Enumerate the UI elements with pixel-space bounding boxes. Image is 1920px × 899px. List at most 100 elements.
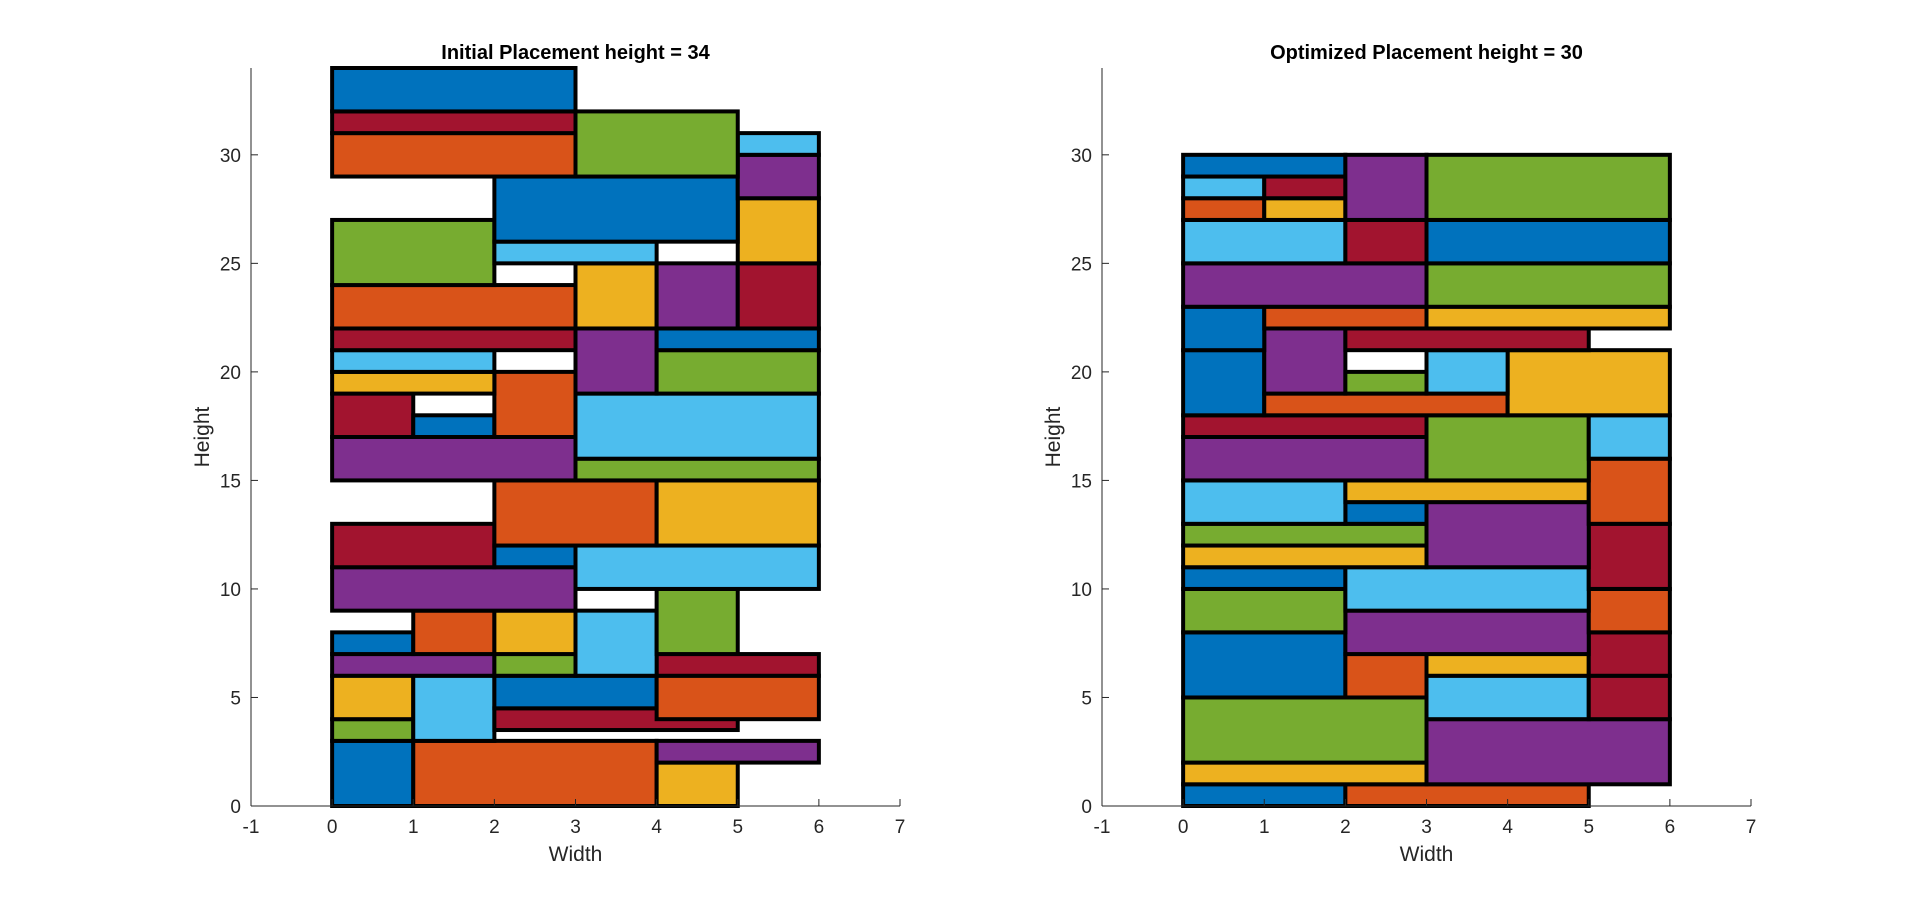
x-tick-label: 7 xyxy=(895,817,906,838)
x-axis-title: Width xyxy=(1400,843,1454,866)
placement-block xyxy=(330,66,578,114)
placement-block xyxy=(654,586,740,657)
y-tick-label: 5 xyxy=(1081,688,1092,709)
x-tick-label: 4 xyxy=(1502,817,1513,838)
placement-block xyxy=(1262,174,1348,201)
placement-block xyxy=(573,456,821,483)
placement-block xyxy=(1181,521,1429,548)
placement-block xyxy=(330,109,578,136)
placement-block xyxy=(654,261,740,331)
placement-block xyxy=(1343,565,1591,613)
placement-block xyxy=(1424,413,1591,483)
y-tick-label: 5 xyxy=(230,688,241,709)
x-tick-label: 4 xyxy=(651,817,662,838)
y-tick-label: 25 xyxy=(1071,254,1092,275)
x-axis-title: Width xyxy=(549,843,603,866)
placement-block xyxy=(735,152,821,201)
placement-block xyxy=(573,109,740,179)
placement-block xyxy=(330,435,578,483)
placement-block xyxy=(654,326,821,353)
y-axis-title: Height xyxy=(191,406,214,467)
placement-block xyxy=(1343,652,1429,700)
placement-block xyxy=(492,673,659,711)
y-tick-label: 0 xyxy=(230,797,241,818)
placement-block xyxy=(654,478,821,548)
placement-block xyxy=(573,326,659,396)
placement-block xyxy=(1181,348,1267,418)
placement-block xyxy=(654,760,740,809)
placement-block xyxy=(1424,652,1591,678)
placement-block xyxy=(1181,586,1348,635)
placement-block xyxy=(330,391,416,439)
y-tick-label: 30 xyxy=(1071,146,1092,167)
placement-block xyxy=(1586,521,1672,591)
placement-block xyxy=(330,348,497,374)
placement-block xyxy=(573,391,821,461)
placement-block xyxy=(1181,413,1429,440)
y-tick-label: 10 xyxy=(220,580,241,601)
placement-block xyxy=(1181,152,1348,179)
placement-block xyxy=(411,608,497,657)
placement-block xyxy=(573,608,659,678)
y-tick-label: 0 xyxy=(1081,797,1092,818)
x-tick-label: 1 xyxy=(1259,817,1270,838)
placement-block xyxy=(1586,673,1672,722)
y-tick-label: 10 xyxy=(1071,580,1092,601)
plot-title: Initial Placement height = 34 xyxy=(441,42,710,64)
placement-block xyxy=(1181,304,1267,353)
placement-block xyxy=(1424,673,1591,722)
placement-block xyxy=(492,543,578,570)
placement-block xyxy=(1181,261,1429,309)
placement-block xyxy=(1343,217,1429,266)
placement-block xyxy=(1181,174,1267,201)
placement-block xyxy=(735,131,821,157)
placement-block xyxy=(1181,565,1348,591)
y-tick-label: 20 xyxy=(1071,363,1092,384)
x-tick-label: 6 xyxy=(1665,817,1676,838)
x-tick-label: 2 xyxy=(489,817,500,838)
x-tick-label: 0 xyxy=(1178,817,1189,838)
placement-block xyxy=(1343,478,1591,505)
placement-block xyxy=(330,131,578,179)
x-tick-label: 5 xyxy=(732,817,743,838)
x-tick-label: 6 xyxy=(814,817,825,838)
placement-block xyxy=(1181,543,1429,570)
x-tick-label: 3 xyxy=(1421,817,1432,838)
placement-block xyxy=(1343,152,1429,222)
x-tick-label: 1 xyxy=(408,817,419,838)
placement-block xyxy=(1586,586,1672,635)
placement-block xyxy=(1181,217,1348,266)
placement-block xyxy=(1343,500,1429,526)
placement-block xyxy=(1424,348,1510,396)
placement-block xyxy=(1181,630,1348,700)
placement-block xyxy=(492,478,659,548)
placement-block xyxy=(1586,630,1672,678)
placement-block xyxy=(735,261,821,331)
placement-block xyxy=(330,738,416,808)
placement-block xyxy=(492,369,578,439)
placement-block xyxy=(1181,435,1429,483)
placement-block xyxy=(1424,152,1672,222)
y-tick-label: 15 xyxy=(1071,471,1092,492)
placement-block xyxy=(654,652,821,678)
x-tick-label: 2 xyxy=(1340,817,1351,838)
placement-block xyxy=(573,261,659,331)
placement-block xyxy=(1505,348,1672,418)
plot-title: Optimized Placement height = 30 xyxy=(1270,42,1583,64)
placement-block xyxy=(330,521,497,570)
rectangles xyxy=(330,66,821,809)
x-tick-label: -1 xyxy=(1094,817,1111,838)
rectangles xyxy=(1181,152,1672,809)
placement-block xyxy=(1181,478,1348,526)
placement-block xyxy=(411,413,497,440)
placement-block xyxy=(1343,608,1591,657)
placement-block xyxy=(1343,782,1591,809)
placement-block xyxy=(1181,196,1267,222)
placement-block xyxy=(492,608,578,657)
placement-block xyxy=(492,239,659,266)
placement-block xyxy=(1343,369,1429,396)
placement-block xyxy=(654,348,821,396)
placement-block xyxy=(573,543,821,591)
y-axis-title: Height xyxy=(1042,406,1065,467)
